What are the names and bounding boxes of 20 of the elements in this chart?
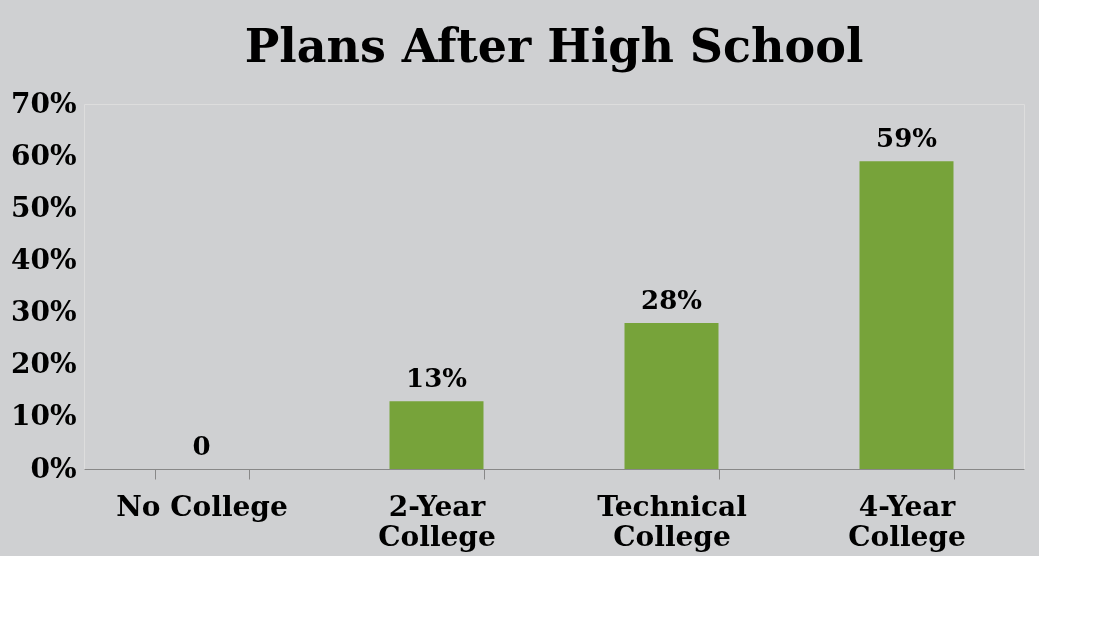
bar	[389, 401, 484, 469]
data-label: 13%	[406, 363, 468, 394]
chart-title: Plans After High School	[244, 19, 864, 73]
y-tick-label: 10%	[10, 399, 77, 433]
y-tick-label: 30%	[10, 295, 77, 329]
y-tick-label: 0%	[30, 451, 77, 485]
y-tick-label: 70%	[10, 86, 77, 120]
y-tick-label: 40%	[10, 242, 77, 276]
y-tick-label: 60%	[10, 138, 77, 172]
bar	[624, 323, 719, 469]
bar	[859, 161, 954, 469]
data-label: 28%	[641, 285, 703, 315]
data-label: 0	[192, 431, 211, 461]
x-tick-label: 2-Year College	[378, 489, 496, 553]
x-tick-label: Technical College	[597, 489, 747, 553]
x-tick-label: No College	[116, 489, 288, 523]
x-tick-label: 4-Year College	[848, 489, 966, 553]
y-tick-label: 20%	[10, 347, 77, 381]
data-label: 59%	[876, 123, 938, 154]
y-tick-label: 50%	[10, 190, 77, 224]
